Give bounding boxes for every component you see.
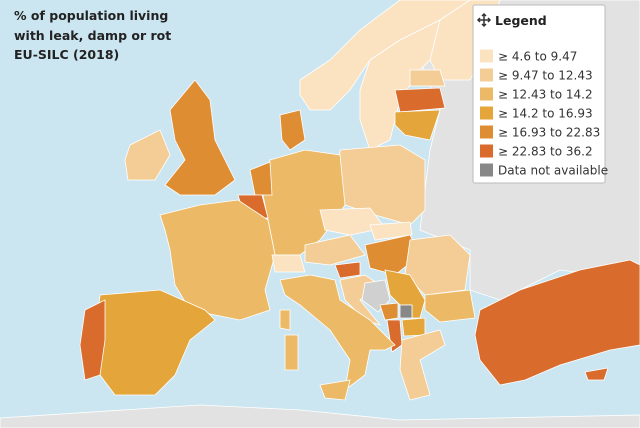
corsica: [279, 309, 291, 331]
legend-swatch: [480, 163, 493, 177]
legend-swatch: [480, 68, 493, 82]
slovakia: [369, 221, 413, 241]
slovenia: [334, 261, 361, 279]
legend-label: ≥ 14.2 to 16.93: [498, 107, 593, 121]
latvia: [394, 87, 446, 113]
sardinia: [284, 334, 299, 371]
title-line: EU-SILC (2018): [14, 47, 119, 62]
lithuania: [394, 109, 441, 141]
legend-label: ≥ 16.93 to 22.83: [498, 126, 600, 140]
legend-label: ≥ 12.43 to 14.2: [498, 88, 593, 102]
estonia: [409, 69, 446, 87]
kosovo: [399, 304, 413, 319]
north-macedonia: [401, 317, 426, 337]
bulgaria: [424, 289, 476, 323]
move-icon[interactable]: [476, 12, 492, 28]
turkey: [474, 259, 640, 386]
legend-swatch: [480, 106, 493, 120]
legend-title: Legend: [495, 13, 547, 28]
map-title: % of population living with leak, damp o…: [14, 8, 171, 62]
legend-swatch: [480, 144, 493, 158]
legend-swatch: [480, 87, 493, 101]
title-line: % of population living: [14, 8, 168, 23]
legend[interactable]: Legend ≥ 4.6 to 9.47 ≥ 9.47 to 12.43 ≥ 12.…: [472, 4, 608, 184]
ireland: [124, 129, 171, 181]
denmark: [279, 109, 306, 151]
cyprus: [584, 367, 609, 381]
switzerland: [271, 254, 306, 273]
montenegro: [379, 302, 399, 321]
legend-label: ≥ 4.6 to 9.47: [498, 50, 577, 64]
austria: [304, 234, 366, 266]
legend-label: ≥ 9.47 to 12.43: [498, 69, 593, 83]
legend-swatch: [480, 49, 493, 63]
czechia: [319, 207, 386, 236]
legend-label: Data not available: [498, 164, 608, 178]
legend-swatch: [480, 125, 493, 139]
sicily: [319, 379, 351, 401]
greece: [399, 329, 446, 401]
north-africa: [0, 404, 640, 428]
portugal: [79, 299, 106, 381]
title-line: with leak, damp or rot: [14, 28, 171, 43]
italy: [279, 274, 396, 391]
united-kingdom: [164, 79, 236, 196]
france: [159, 199, 276, 321]
legend-label: ≥ 22.83 to 36.2: [498, 145, 593, 159]
legend-box: [472, 4, 606, 184]
netherlands: [249, 161, 273, 196]
